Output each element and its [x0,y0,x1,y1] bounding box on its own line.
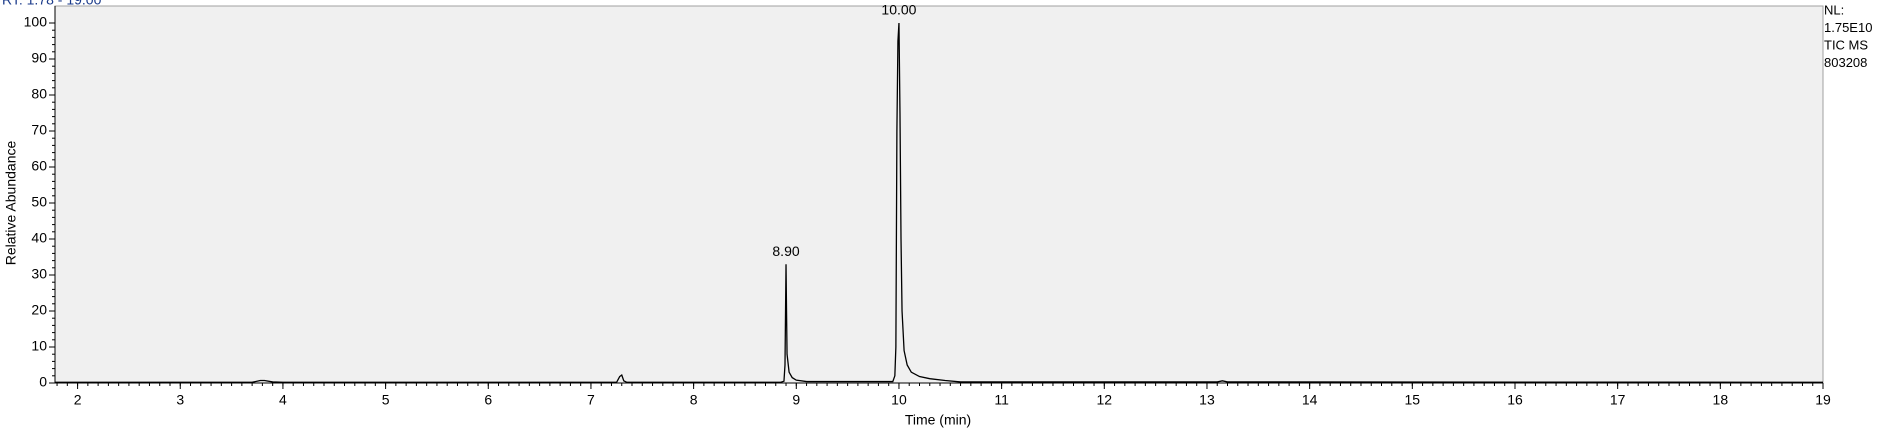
y-tick-label: 20 [31,302,47,318]
x-tick-label: 7 [587,392,595,408]
x-tick-label: 11 [994,392,1009,408]
x-tick-label: 19 [1815,392,1831,408]
x-tick-label: 2 [74,392,82,408]
y-tick-label: 10 [31,338,47,354]
y-tick-label: 100 [24,14,48,30]
x-tick-label: 18 [1713,392,1729,408]
y-tick-label: 60 [31,158,47,174]
range-header: RT: 1.78 - 19.00 [2,0,102,8]
y-tick-label: 80 [31,86,47,102]
x-tick-label: 12 [1097,392,1113,408]
y-tick-label: 70 [31,122,47,138]
y-tick-label: 90 [31,50,47,66]
info-line: TIC MS [1824,37,1868,52]
x-tick-label: 4 [279,392,287,408]
x-tick-label: 13 [1199,392,1215,408]
x-tick-label: 14 [1302,392,1318,408]
peak-label: 10.00 [881,2,916,18]
x-tick-label: 3 [176,392,184,408]
x-tick-label: 17 [1610,392,1626,408]
x-tick-label: 8 [690,392,698,408]
x-tick-label: 15 [1405,392,1421,408]
info-line: 803208 [1824,55,1867,70]
y-tick-label: 50 [31,194,47,210]
info-line: 1.75E10 [1824,20,1872,35]
y-tick-label: 30 [31,266,47,282]
y-axis-title: Relative Abundance [3,141,19,266]
y-tick-label: 40 [31,230,47,246]
x-tick-label: 6 [484,392,492,408]
peak-label: 8.90 [772,243,799,259]
y-tick-label: 0 [39,374,47,390]
x-tick-label: 16 [1507,392,1523,408]
plot-area [54,5,1824,384]
info-line: NL: [1824,2,1844,17]
trace [55,22,1824,383]
x-tick-label: 5 [382,392,390,408]
x-tick-label: 10 [891,392,907,408]
x-axis-title: Time (min) [905,412,971,428]
x-tick-label: 9 [792,392,800,408]
